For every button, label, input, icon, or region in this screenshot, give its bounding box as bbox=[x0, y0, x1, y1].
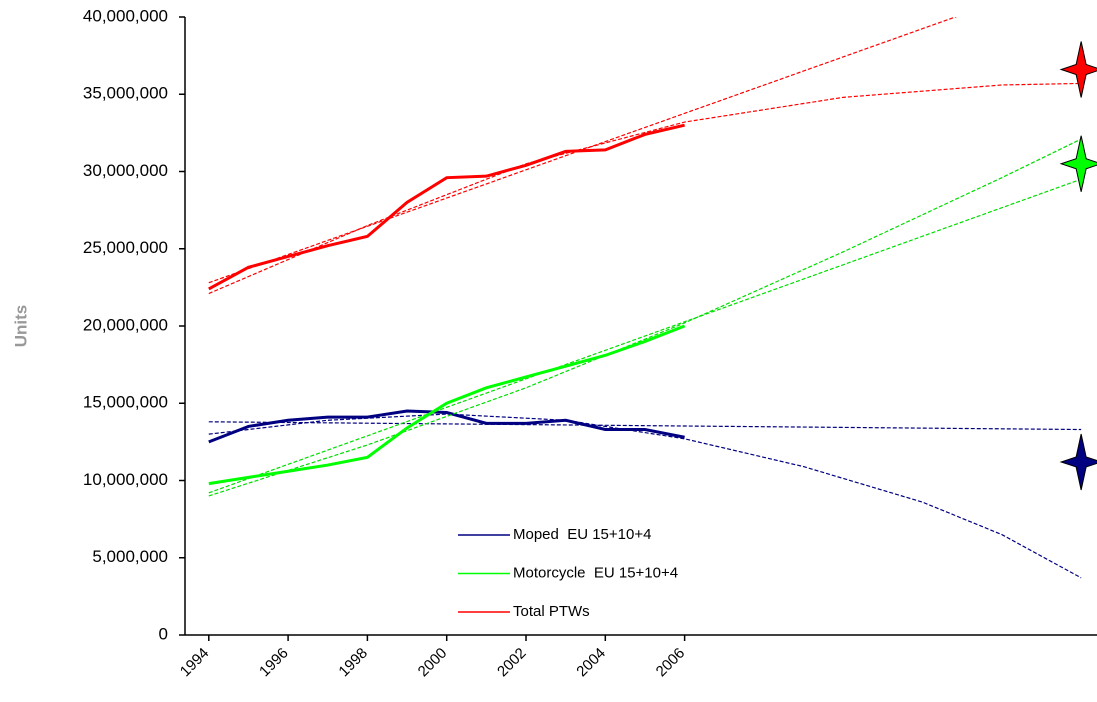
legend-label: Moped EU 15+10+4 bbox=[513, 526, 651, 543]
series-line bbox=[208, 123, 685, 291]
trend-line bbox=[208, 82, 1082, 295]
x-tick-label: 2004 bbox=[573, 645, 609, 681]
y-tick-label: 15,000,000 bbox=[83, 393, 168, 412]
y-tick-label: 0 bbox=[159, 624, 168, 643]
trend-line bbox=[208, 178, 1082, 494]
forecast-star bbox=[1059, 433, 1097, 491]
x-tick-label: 1994 bbox=[177, 645, 213, 681]
trend-line bbox=[208, 413, 1082, 579]
trend-line bbox=[208, 17, 958, 284]
x-tick-label: 1998 bbox=[335, 645, 371, 681]
trend-line bbox=[208, 138, 1082, 497]
y-tick-label: 10,000,000 bbox=[83, 470, 168, 489]
y-tick-label: 40,000,000 bbox=[83, 6, 168, 25]
trend-line bbox=[208, 421, 1082, 431]
x-tick-label: 2000 bbox=[415, 645, 451, 681]
y-tick-label: 5,000,000 bbox=[92, 547, 168, 566]
forecast-star bbox=[1059, 41, 1097, 98]
series-line bbox=[208, 409, 685, 444]
plot-area bbox=[208, 17, 1082, 579]
x-tick-label: 1996 bbox=[256, 645, 292, 681]
legend-label: Total PTWs bbox=[513, 603, 590, 620]
y-tick-label: 35,000,000 bbox=[83, 84, 168, 103]
y-axis-label: Units bbox=[11, 305, 30, 348]
y-tick-label: 25,000,000 bbox=[83, 238, 168, 257]
y-tick-label: 20,000,000 bbox=[83, 315, 168, 334]
series-line bbox=[208, 324, 686, 486]
forecast-star bbox=[1059, 135, 1097, 192]
x-tick-label: 2002 bbox=[494, 645, 530, 681]
x-tick-label: 2006 bbox=[653, 645, 689, 681]
legend-label: Motorcycle EU 15+10+4 bbox=[513, 564, 678, 581]
y-tick-label: 30,000,000 bbox=[83, 161, 168, 180]
